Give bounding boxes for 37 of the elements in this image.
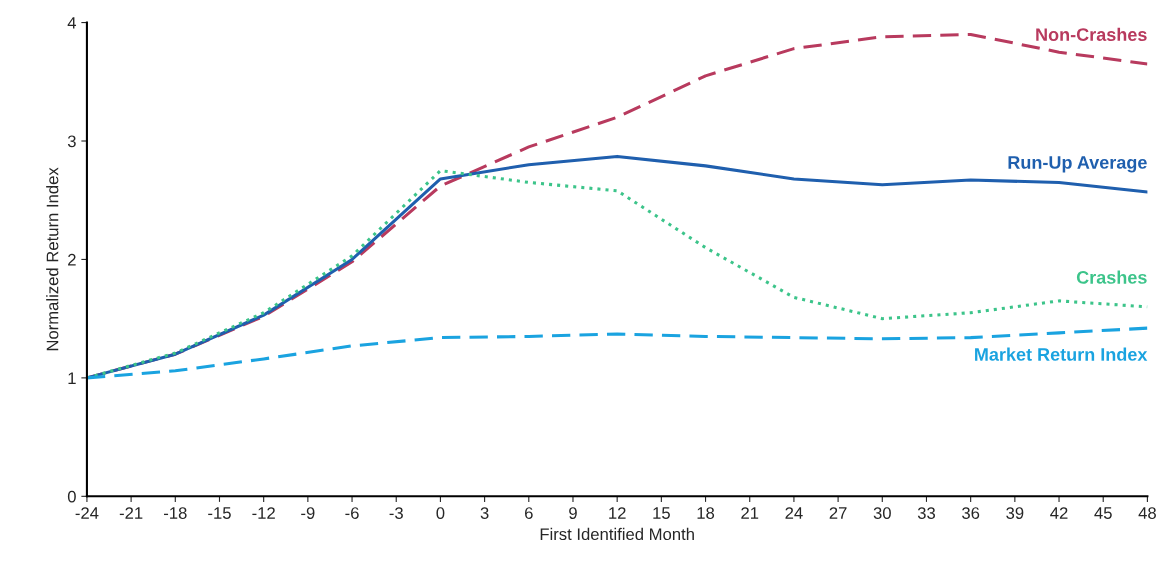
x-tick-label: 48 <box>1138 507 1156 519</box>
x-tick-label: 27 <box>829 507 847 519</box>
y-tick-label: 2 <box>68 253 76 266</box>
x-tick-label: 42 <box>1050 507 1068 519</box>
y-tick-label: 4 <box>67 17 77 29</box>
x-tick-label: 21 <box>741 507 759 519</box>
x-tick-label: -21 <box>119 507 143 519</box>
x-tick-label: 39 <box>1006 507 1024 519</box>
series-label: Market Return Index <box>975 347 1148 361</box>
series-label: Crashes <box>1076 270 1147 284</box>
y-axis-title: Normalized Return Index <box>46 167 59 351</box>
x-tick-label: 33 <box>917 507 936 519</box>
x-tick-label: 30 <box>873 507 891 519</box>
x-tick-label: 12 <box>609 507 626 519</box>
x-tick-label: 24 <box>785 507 803 519</box>
x-tick-label: -3 <box>389 507 403 519</box>
x-axis-title: First Identified Month <box>540 527 694 541</box>
x-tick-label: 36 <box>962 507 980 519</box>
y-tick-label: 1 <box>68 372 76 384</box>
line-series <box>86 326 1148 380</box>
x-tick-label: 6 <box>525 507 533 519</box>
x-tick-label: -9 <box>301 507 315 519</box>
y-tick-label: 3 <box>67 135 76 148</box>
x-tick-label: -24 <box>75 507 99 519</box>
x-tick-label: 45 <box>1094 507 1112 519</box>
x-tick-label: -15 <box>208 507 231 519</box>
x-tick-label: -6 <box>345 507 359 519</box>
x-tick-label: -12 <box>252 507 275 519</box>
x-tick-label: 3 <box>480 507 489 519</box>
x-tick-label: 18 <box>697 507 715 519</box>
x-tick-label: 15 <box>653 507 670 519</box>
series-label: Run-Up Average <box>1008 156 1147 173</box>
x-tick-label: 0 <box>436 507 445 519</box>
y-tick-label: 0 <box>67 490 76 503</box>
series-label: Non-Crashes <box>1036 27 1147 41</box>
x-tick-label: -18 <box>164 507 187 519</box>
x-tick-label: 9 <box>569 507 577 519</box>
